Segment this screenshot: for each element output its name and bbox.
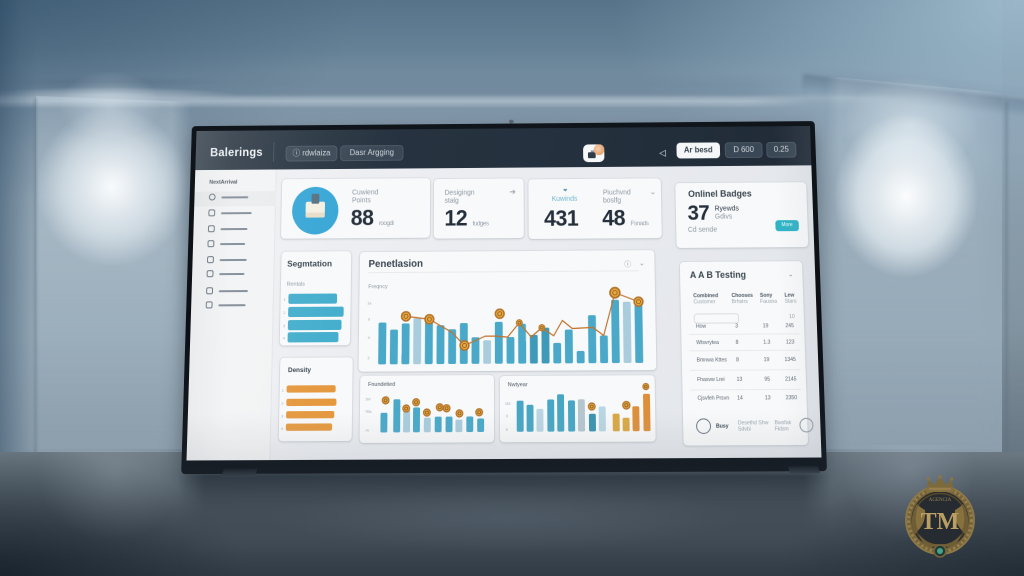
svg-text:TM: TM (921, 509, 960, 535)
svg-text:AGENCIA: AGENCIA (929, 498, 952, 503)
